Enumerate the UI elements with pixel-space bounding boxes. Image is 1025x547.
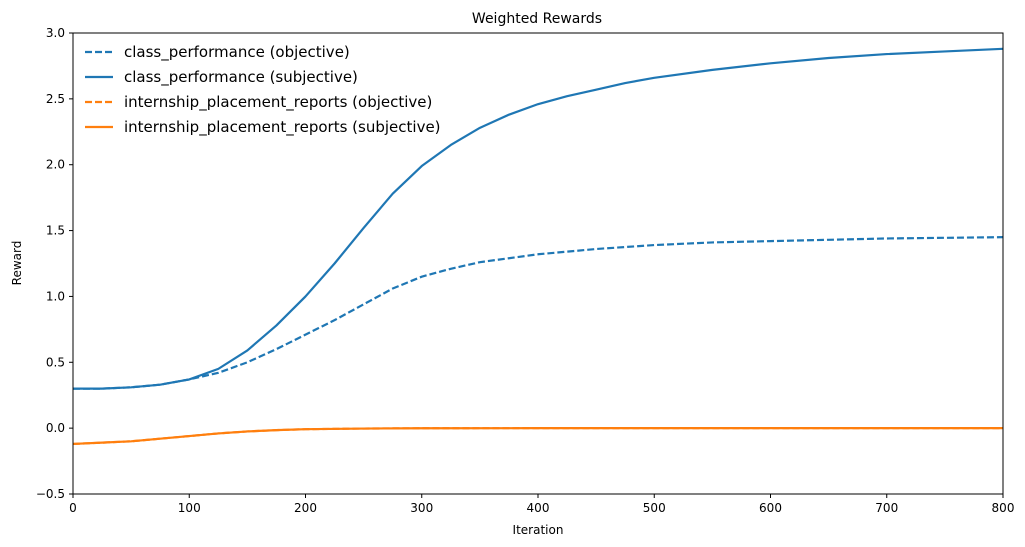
chart-title: Weighted Rewards [472,11,602,27]
legend-label: internship_placement_reports (subjective… [124,118,441,137]
y-tick-label: 1.0 [46,289,65,303]
x-tick-label: 800 [992,501,1015,515]
x-tick-label: 600 [759,501,782,515]
y-tick-label: 3.0 [46,26,65,40]
y-tick-label: 2.0 [46,158,65,172]
y-tick-label: −0.5 [36,487,65,501]
x-tick-label: 700 [875,501,898,515]
y-tick-label: 0.5 [46,355,65,369]
x-tick-label: 100 [178,501,201,515]
x-axis: 0 100 200 300 400 500 600 700 800 [69,494,1014,515]
series-line-4 [72,427,1003,446]
y-tick-label: 1.5 [46,224,65,238]
series-line-2 [73,47,1004,390]
y-axis-label: Reward [10,241,24,286]
y-tick-label: 2.5 [46,92,65,106]
legend: class_performance (objective) class_perfo… [85,43,441,137]
y-axis: −0.5 0.0 0.5 1.0 1.5 2.0 2.5 3.0 [36,26,73,501]
legend-label: class_performance (subjective) [124,68,358,87]
series-line-3 [72,427,1003,446]
x-tick-label: 300 [410,501,433,515]
series-line-1 [73,236,1004,390]
plot-lines [72,47,1004,446]
x-axis-label: Iteration [513,523,564,537]
legend-label: class_performance (objective) [124,43,350,62]
x-tick-label: 400 [527,501,550,515]
x-tick-label: 200 [294,501,317,515]
x-tick-label: 500 [643,501,666,515]
y-tick-label: 0.0 [46,421,65,435]
legend-label: internship_placement_reports (objective) [124,93,432,112]
x-tick-label: 0 [69,501,77,515]
